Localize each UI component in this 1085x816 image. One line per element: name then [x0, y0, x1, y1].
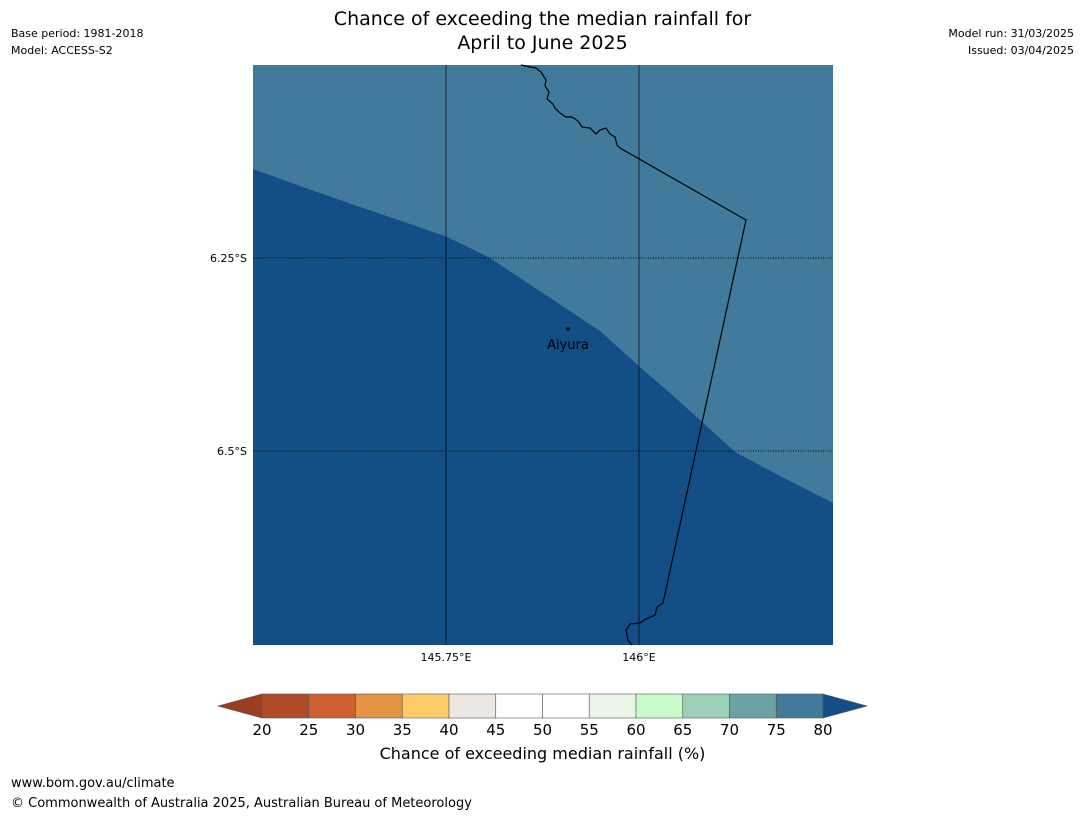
lon-label-2: 146°E	[622, 651, 655, 664]
model-text: Model: ACCESS-S2	[11, 44, 113, 57]
colorbar-tick-label: 50	[533, 721, 552, 739]
colorbar-over-arrow	[822, 693, 869, 719]
colorbar-tick-label: 60	[626, 721, 645, 739]
forecast-map: Aiyura 6.25°S 6.5°S 145.75°E 146°E	[210, 64, 833, 664]
footer-copyright: © Commonwealth of Australia 2025, Austra…	[11, 796, 472, 811]
footer: www.bom.gov.au/climate © Commonwealth of…	[11, 774, 472, 814]
colorbar-tick-label: 65	[673, 721, 692, 739]
lat-label-2: 6.5°S	[217, 445, 247, 458]
model-run-text: Model run: 31/03/2025	[948, 27, 1074, 40]
lon-label-1: 145.75°E	[421, 651, 472, 664]
probability-region-lower	[253, 169, 833, 645]
town-point	[566, 327, 570, 331]
colorbar-bin	[448, 693, 497, 719]
colorbar-tick-label: 30	[346, 721, 365, 739]
colorbar-ticks: 20 25 30 35 40 45 50 55 60 65 70 75 80	[252, 721, 832, 739]
colorbar-tick-label: 20	[252, 721, 271, 739]
colorbar-bin	[682, 693, 730, 719]
colorbar-tick-label: 55	[580, 721, 599, 739]
base-period-text: Base period: 1981-2018	[11, 27, 144, 40]
footer-url[interactable]: www.bom.gov.au/climate	[11, 776, 175, 791]
colorbar-bin	[261, 693, 310, 719]
colorbar-bin	[635, 693, 684, 719]
issued-text: Issued: 03/04/2025	[967, 44, 1074, 57]
colorbar-bins	[261, 693, 824, 719]
colorbar-bin	[729, 693, 777, 719]
colorbar-tick-label: 40	[439, 721, 458, 739]
colorbar-bin	[308, 693, 356, 719]
colorbar-bin	[355, 693, 403, 719]
lat-label-1: 6.25°S	[210, 252, 247, 265]
metadata-left: Base period: 1981-2018 Model: ACCESS-S2	[11, 25, 143, 59]
aiyura-marker: Aiyura	[547, 327, 589, 353]
graticule	[253, 65, 833, 645]
metadata-right: Model run: 31/03/2025 Issued: 03/04/2025	[948, 25, 1074, 59]
title-line-2: April to June 2025	[457, 32, 628, 54]
colorbar-bin	[542, 693, 590, 719]
colorbar-tick-label: 80	[813, 721, 832, 739]
title-line-1: Chance of exceeding the median rainfall …	[333, 8, 752, 30]
colorbar-bin	[775, 693, 824, 719]
colorbar-tick-label: 35	[393, 721, 412, 739]
colorbar-bin	[401, 693, 450, 719]
colorbar-bin	[588, 693, 637, 719]
colorbar-under-arrow	[216, 693, 263, 719]
map-title: Chance of exceeding the median rainfall …	[0, 7, 1085, 55]
colorbar-tick-label: 70	[720, 721, 739, 739]
colorbar-bin	[495, 693, 543, 719]
colorbar-label: Chance of exceeding median rainfall (%)	[379, 744, 706, 763]
colorbar-tick-label: 25	[299, 721, 318, 739]
province-boundary-line	[520, 64, 747, 646]
colorbar-tick-label: 45	[486, 721, 505, 739]
town-label: Aiyura	[547, 338, 589, 353]
colorbar-tick-label: 75	[767, 721, 786, 739]
colorbar: 20 25 30 35 40 45 50 55 60 65 70 75 80	[216, 693, 869, 739]
